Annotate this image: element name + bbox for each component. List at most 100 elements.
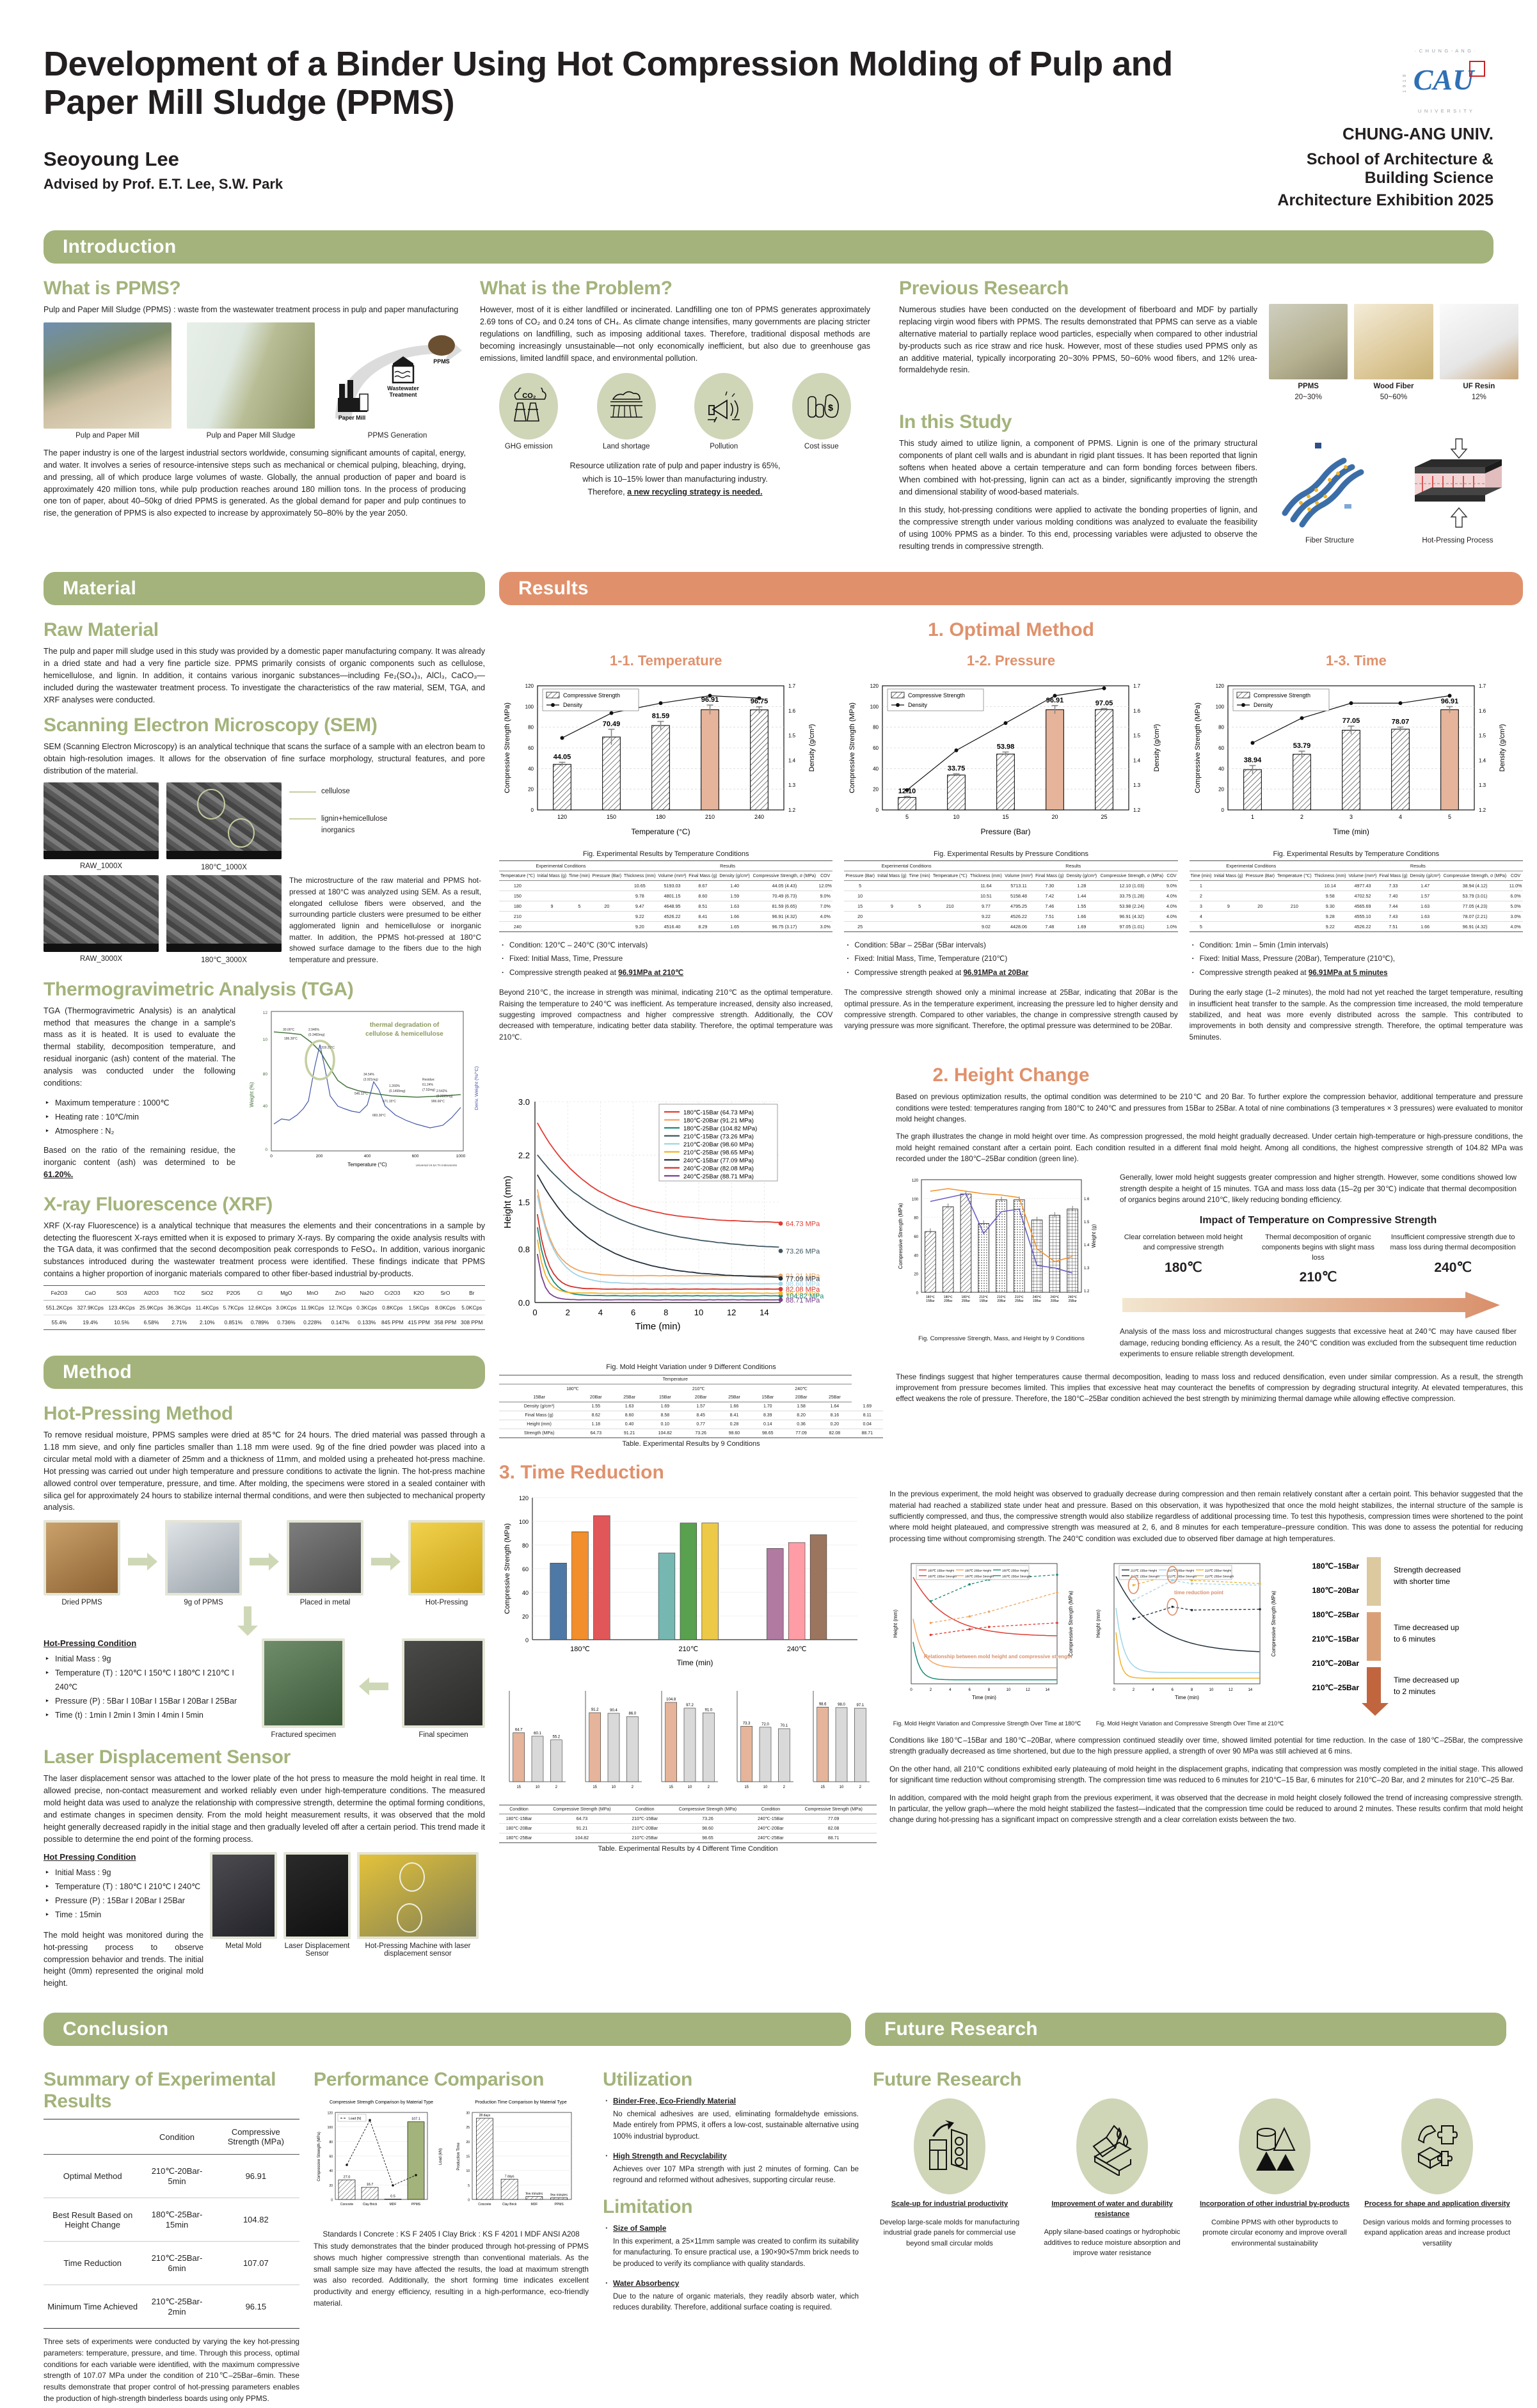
svg-text:Concrete: Concrete <box>478 2203 491 2206</box>
svg-text:12: 12 <box>1229 1688 1233 1692</box>
svg-text:30: 30 <box>466 2112 470 2116</box>
svg-text:319.21°C: 319.21°C <box>321 1046 335 1050</box>
results-timered-title: 3. Time Reduction <box>499 1462 1523 1484</box>
svg-text:100: 100 <box>870 704 879 709</box>
svg-text:Density (g/cm³): Density (g/cm³) <box>1499 724 1506 772</box>
table-caption: Table. Experimental Results by 9 Conditi… <box>499 1440 883 1448</box>
cost-money-icon: $ <box>802 388 841 425</box>
timered-scale: 180℃–15Bar 180℃–20Bar 180℃–25Bar 210℃–15Bar… <box>1295 1551 1506 1727</box>
xrf-value-cell: 415 PPM <box>406 1315 432 1330</box>
svg-text:60: 60 <box>528 745 534 751</box>
svg-text:Weight (%): Weight (%) <box>249 1082 255 1107</box>
svg-text:80: 80 <box>522 1542 529 1549</box>
svg-text:996.66°C: 996.66°C <box>431 1100 445 1104</box>
svg-text:PPMS: PPMS <box>433 358 450 365</box>
svg-text:210℃–25Bar: 210℃–25Bar <box>1312 1683 1359 1692</box>
svg-text:U N I V E R S I T Y: U N I V E R S I T Y <box>1418 108 1473 114</box>
problem-heading: What is the Problem? <box>480 278 870 299</box>
height-para-3: Generally, lower mold height suggests gr… <box>1120 1172 1517 1205</box>
svg-text:Time (min): Time (min) <box>1175 1695 1199 1700</box>
svg-text:2: 2 <box>783 1786 786 1789</box>
svg-text:Residue:: Residue: <box>422 1078 435 1082</box>
summary-cell: 96.15 <box>212 2285 299 2329</box>
svg-text:180℃ 25Bar Height: 180℃ 25Bar Height <box>1002 1569 1029 1572</box>
svg-text:10: 10 <box>1007 1688 1011 1692</box>
svg-text:1.5: 1.5 <box>788 733 796 739</box>
svg-text:2.542%: 2.542% <box>436 1089 448 1093</box>
svg-text:80: 80 <box>329 2141 333 2144</box>
sem-caption: 180℃_1000X <box>166 862 282 871</box>
nine-condition-bar-chart: 020406080100120Compressive Strength (MPa… <box>499 1489 877 1681</box>
figure-caption: Fig. Compressive Strength, Mass, and Hei… <box>896 1335 1107 1342</box>
svg-text:38.94: 38.94 <box>1243 757 1261 764</box>
svg-text:Concrete: Concrete <box>340 2203 354 2206</box>
scale-up-panel-icon <box>926 2117 973 2176</box>
svg-text:to 2 minutes: to 2 minutes <box>1394 1687 1435 1696</box>
svg-text:Compressive Strength Compariso: Compressive Strength Comparison by Mater… <box>330 2100 433 2105</box>
svg-text:1.2: 1.2 <box>1084 1290 1090 1294</box>
hot-pressing-conditions: Hot-Pressing Condition Initial Mass : 9g… <box>44 1638 248 1722</box>
svg-text:1.3: 1.3 <box>1133 782 1141 788</box>
impact-diagram: Generally, lower mold height suggests gr… <box>1120 1172 1517 1363</box>
svg-text:10: 10 <box>694 1308 703 1317</box>
svg-text:8: 8 <box>664 1308 668 1317</box>
timered-right: In the previous experiment, the mold hei… <box>889 1489 1523 1853</box>
previous-research-body: Numerous studies have been conducted on … <box>899 304 1257 397</box>
condition-item: Pressure (P) : 15Bar I 20Bar I 25Bar <box>44 1894 203 1908</box>
svg-text:210℃-20Bar (98.60 MPa): 210℃-20Bar (98.60 MPa) <box>683 1141 754 1148</box>
xrf-value-cell: 0.147% <box>326 1315 354 1330</box>
figure-ppms-generation: Paper Mill Wastewater Treatment PPMS PPM… <box>330 322 465 440</box>
svg-text:2: 2 <box>555 1786 558 1789</box>
ppms-generation-diagram-icon: Paper Mill Wastewater Treatment PPMS <box>330 322 465 429</box>
tga-body: TGA (Thermogravimetric Analysis) is an a… <box>44 1005 235 1089</box>
advisor-line: Advised by Prof. E.T. Lee, S.W. Park <box>44 176 1245 193</box>
xrf-column-header: CaO <box>75 1286 106 1301</box>
svg-text:CO₂: CO₂ <box>523 392 537 400</box>
xrf-count-cell: 0.3KCps <box>354 1301 379 1315</box>
svg-text:25: 25 <box>466 2126 470 2130</box>
xrf-value-cell: 19.4% <box>75 1315 106 1330</box>
strength-mass-height-chart-block: 0 20 40 60 80 100 120 Compressive Strength (MPa… <box>896 1172 1107 1363</box>
tga-result: Based on the ratio of the remaining resi… <box>44 1145 235 1181</box>
hot-pressing-body: To remove residual moisture, PPMS sample… <box>44 1429 485 1514</box>
tga-heading: Thermogravimetric Analysis (TGA) <box>44 979 485 1001</box>
svg-text:1.2: 1.2 <box>788 807 796 813</box>
mini-bar-chart: 91.2 90.486.015 10 2 <box>575 1686 646 1801</box>
xrf-count-cell: 3.0KCps <box>274 1301 299 1315</box>
svg-text:210℃ 15Bar Height: 210℃ 15Bar Height <box>1131 1569 1158 1572</box>
timered-para-4: In addition, compared with the mold heig… <box>889 1793 1523 1826</box>
limitation-heading: Limitation <box>603 2196 859 2218</box>
svg-text:40: 40 <box>329 2169 333 2173</box>
xrf-count-cell: 12.7KCps <box>326 1301 354 1315</box>
svg-text:64.7: 64.7 <box>515 1729 523 1732</box>
svg-text:100: 100 <box>525 704 534 709</box>
svg-text:77.05: 77.05 <box>1342 717 1360 725</box>
svg-text:14: 14 <box>1248 1688 1252 1692</box>
cau-logo-icon: · C H U N G - A N G · U N I V E R S I T … <box>1398 44 1493 120</box>
xrf-count-cell: 11.4KCps <box>193 1301 221 1315</box>
xrf-column-header: P2O5 <box>221 1286 246 1301</box>
mini-bar-chart: 104.897.291.015 10 2 <box>651 1686 722 1801</box>
xrf-heading: X-ray Fluorescence (XRF) <box>44 1194 485 1216</box>
svg-text:0: 0 <box>532 1308 537 1317</box>
item-title: Water Absorbency <box>613 2279 679 2288</box>
svg-text:671.15°C: 671.15°C <box>383 1100 396 1104</box>
xrf-value-cell: 0.736% <box>274 1315 299 1330</box>
svg-text:180℃: 180℃ <box>570 1645 590 1653</box>
svg-text:0: 0 <box>910 1688 912 1692</box>
svg-text:100: 100 <box>519 1519 529 1525</box>
department-name: School of Architecture & Building Scienc… <box>1245 150 1493 187</box>
svg-text:20: 20 <box>873 787 879 793</box>
svg-text:20: 20 <box>329 2184 333 2188</box>
note-prefix: Therefore, <box>588 487 628 496</box>
icon-label: Land shortage <box>597 443 656 450</box>
svg-text:Compressive Strength (MPa): Compressive Strength (MPa) <box>848 702 856 793</box>
svg-text:(3.921mg): (3.921mg) <box>363 1078 378 1082</box>
problem-icon-ghg: CO₂ GHG emission <box>499 373 558 450</box>
svg-text:180℃ 15Bar Strength: 180℃ 15Bar Strength <box>928 1575 957 1578</box>
svg-text:(0.1499mg): (0.1499mg) <box>389 1089 406 1093</box>
svg-text:15: 15 <box>516 1786 521 1789</box>
svg-text:210: 210 <box>705 814 715 820</box>
problem-icon-land: Land shortage <box>597 373 656 450</box>
impact-col-240: Insufficient compressive strength due to… <box>1389 1233 1517 1286</box>
